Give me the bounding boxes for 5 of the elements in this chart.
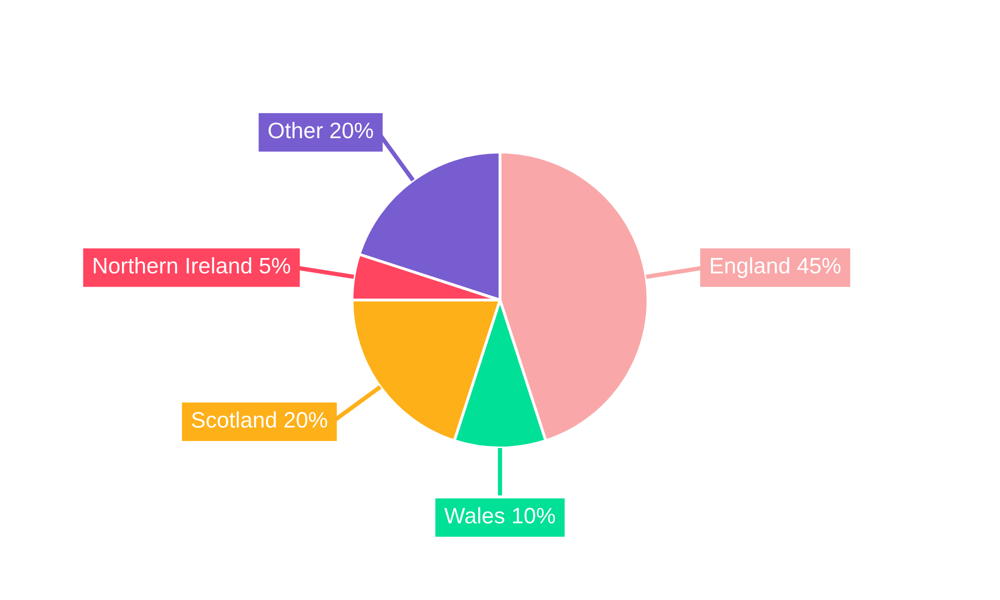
slice-label: Scotland 20%: [192, 411, 328, 428]
slice-label: Other 20%: [268, 122, 373, 138]
slice-label: England 45%: [710, 257, 841, 278]
slice-label: Wales 10%: [444, 507, 555, 524]
slice-label: Northern Ireland 5%: [94, 257, 290, 274]
